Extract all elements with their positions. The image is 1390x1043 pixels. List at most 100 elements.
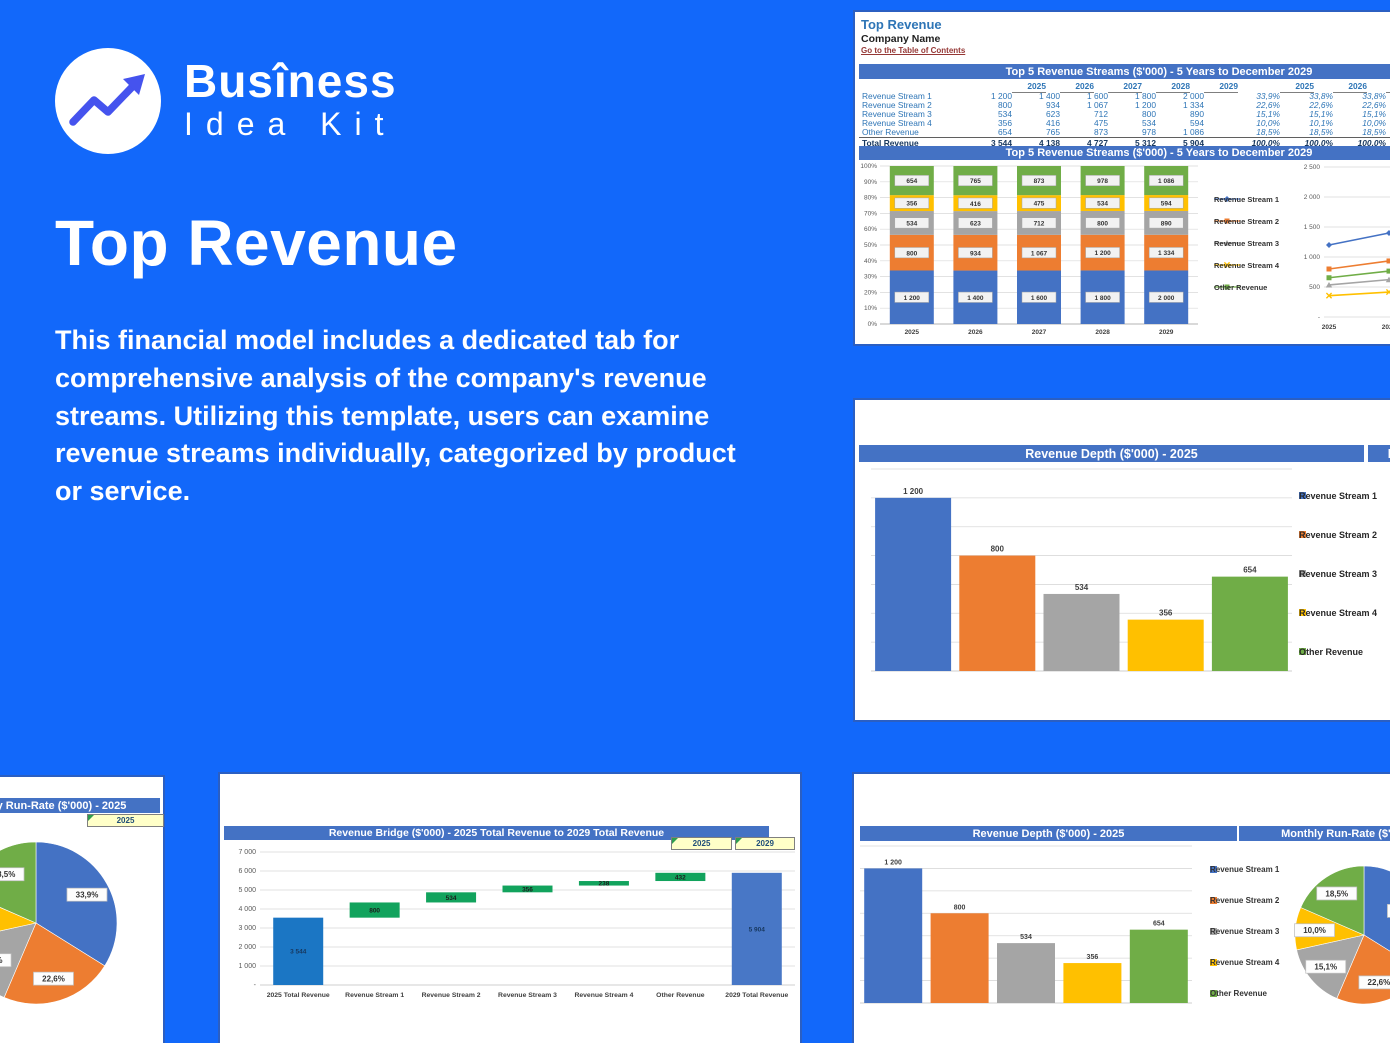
data-label-box bbox=[894, 175, 930, 187]
pie-label-box bbox=[0, 867, 25, 882]
value-cell: 1 800 bbox=[1135, 91, 1156, 101]
value-cell: 765 bbox=[1046, 127, 1060, 137]
data-label-box bbox=[894, 247, 930, 259]
section-title-depth: Revenue Depth ($'000) - 2025 bbox=[859, 445, 1364, 462]
value-cell: 1 334 bbox=[1183, 100, 1204, 110]
filter-corner-icon bbox=[672, 838, 678, 844]
year-header: 2027 bbox=[1108, 80, 1142, 93]
table-row: Revenue Stream 2 800 934 1 067 1 200 1 334 22,… bbox=[859, 101, 1390, 110]
value-cell: 934 bbox=[1046, 100, 1060, 110]
chart-label: - bbox=[1318, 314, 1320, 321]
year-header: 2026 bbox=[1060, 80, 1094, 93]
marker-square bbox=[1386, 258, 1390, 264]
chart-label: 22,6% bbox=[42, 974, 65, 983]
start-year-dropdown[interactable]: 2025 bbox=[671, 837, 732, 850]
chart-label: 100% bbox=[860, 163, 877, 170]
legend-item: Other Revenue bbox=[1214, 276, 1267, 298]
brand-name: Busîness Idea Kit bbox=[184, 58, 397, 140]
legend-item: Revenue Stream 2 bbox=[1214, 210, 1279, 232]
legend-label: Revenue Stream 3 bbox=[1210, 927, 1280, 936]
brand-logo bbox=[55, 48, 161, 154]
row-label: Revenue Stream 4 bbox=[862, 118, 932, 128]
marker-diamond bbox=[1386, 230, 1390, 236]
percent-cell: 33,9% bbox=[1256, 91, 1280, 101]
line-series bbox=[1328, 260, 1390, 270]
legend-label: Other Revenue bbox=[1299, 646, 1364, 657]
chart-label: 1 067 bbox=[1031, 250, 1048, 257]
year-header: 2025 bbox=[1012, 80, 1046, 93]
stacked-bar-chart: 0% 10% 20% 30% 40% 50% 60% 70% 80% 90% 100% 1 200 80… bbox=[860, 163, 1198, 336]
pie-label-box bbox=[33, 971, 74, 986]
marker-square bbox=[1224, 218, 1230, 224]
bar bbox=[959, 555, 1036, 671]
marker-x bbox=[1385, 290, 1390, 296]
waterfall-bar bbox=[655, 872, 706, 882]
pie-slice bbox=[3, 922, 106, 1005]
value-cell: 1 086 bbox=[1183, 127, 1204, 137]
bar bbox=[1127, 619, 1204, 671]
value-cell: 1 200 bbox=[991, 91, 1012, 101]
row-label: Revenue Stream 3 bbox=[862, 109, 932, 119]
legend-label: Revenue Stream 4 bbox=[1210, 958, 1280, 967]
chart-label: 1 400 bbox=[967, 295, 984, 302]
chart-label: 60% bbox=[864, 226, 877, 233]
chart-label: 800 bbox=[906, 250, 917, 257]
chart-label: Revenue Stream 4 bbox=[574, 992, 633, 999]
legend-label: Revenue Stream 4 bbox=[1299, 607, 1378, 618]
table-gap bbox=[1206, 128, 1229, 137]
chart-label: Revenue Stream 3 bbox=[498, 992, 557, 999]
value-cell: 1 400 bbox=[1039, 91, 1060, 101]
year-header-cell: 2029 bbox=[1158, 80, 1238, 93]
chart-label: 2026 bbox=[1382, 324, 1390, 331]
chart-label: 800 bbox=[1097, 220, 1108, 227]
year-header: 2027 bbox=[1386, 80, 1390, 93]
chart-label: 1 800 bbox=[1094, 295, 1111, 302]
pie-slice bbox=[0, 922, 37, 998]
chart-label: 33,9% bbox=[76, 890, 99, 899]
data-label-box bbox=[1148, 175, 1184, 186]
chart-label: 1 600 bbox=[1031, 295, 1048, 302]
chart-label: 534 bbox=[1020, 934, 1032, 941]
row-label: Revenue Stream 1 bbox=[862, 91, 932, 101]
year-dropdown[interactable]: 2025 bbox=[87, 814, 164, 827]
legend-swatch bbox=[1210, 866, 1217, 873]
legend-line-icon bbox=[1214, 196, 1240, 202]
table-gap bbox=[1206, 110, 1229, 119]
pie-label-box bbox=[0, 953, 12, 968]
chart-label: 10,0% bbox=[1303, 926, 1326, 935]
legend-swatch bbox=[1299, 648, 1306, 655]
brand-name-line1: Busîness bbox=[184, 55, 397, 107]
legend-swatch bbox=[1210, 897, 1217, 904]
monthly-runrate-panel: Monthly Run-Rate ($'000) - 2025 2025 33,… bbox=[0, 775, 165, 1043]
end-year-dropdown[interactable]: 2029 bbox=[735, 837, 795, 850]
year-header-cell: 2025 bbox=[966, 80, 1046, 93]
chart-label: 2 000 bbox=[238, 944, 256, 951]
data-label-box bbox=[894, 197, 930, 209]
value-cell: 712 bbox=[1094, 109, 1108, 119]
chart-label: 5 904 bbox=[749, 926, 766, 933]
chart-label: 3 544 bbox=[290, 949, 307, 956]
legend-item: Revenue Stream 3 bbox=[1299, 554, 1377, 593]
year-header: 2029 bbox=[1204, 80, 1238, 93]
value-cell: 873 bbox=[1094, 127, 1108, 137]
legend-label: Other Revenue bbox=[1210, 989, 1267, 998]
value-cell: 800 bbox=[1142, 109, 1156, 119]
legend-line-icon bbox=[1214, 284, 1240, 290]
chart-label: 534 bbox=[1075, 583, 1089, 592]
chart-label: 1 000 bbox=[238, 963, 256, 970]
waterfall-bar bbox=[578, 881, 629, 886]
year-header-cell: 2026 bbox=[1014, 80, 1094, 93]
percent-cell: 33,8% bbox=[1362, 91, 1386, 101]
page-title: Top Revenue bbox=[55, 207, 458, 279]
data-label-box bbox=[1021, 291, 1057, 303]
row-label: Revenue Stream 2 bbox=[862, 100, 932, 110]
percent-cell: 22,6% bbox=[1309, 100, 1333, 110]
depth-bar-chart-small: 1 200 800 534 356 654 bbox=[860, 845, 1192, 1004]
chart-label: 416 bbox=[970, 201, 981, 208]
data-label-box bbox=[958, 197, 993, 209]
toc-link[interactable]: Go to the Table of Contents bbox=[861, 46, 966, 55]
revenue-bridge-panel: Revenue Bridge ($'000) - 2025 Total Reve… bbox=[218, 772, 802, 1043]
legend-label: Revenue Stream 4 bbox=[1214, 260, 1280, 270]
legend-swatch bbox=[1299, 492, 1306, 499]
